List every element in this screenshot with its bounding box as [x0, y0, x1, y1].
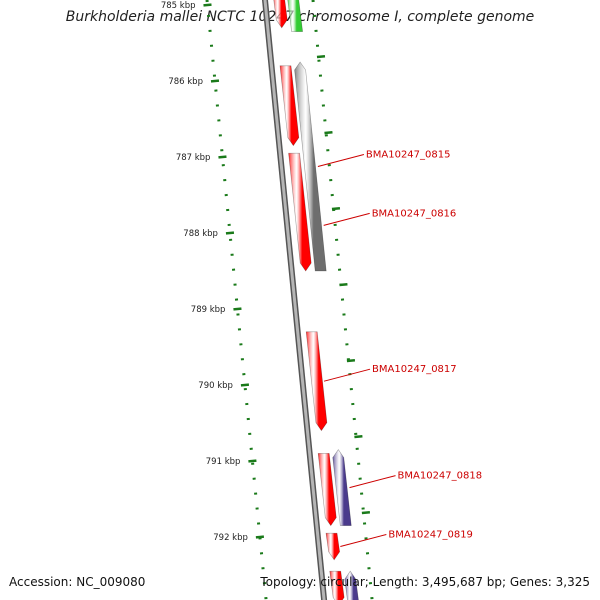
tick-mark: [218, 155, 227, 159]
inner-tick-dots: [205, 0, 268, 600]
tick-mark: [233, 307, 242, 311]
outer-tick-mark: [346, 358, 356, 363]
tick-label: 785 kbp: [161, 1, 196, 11]
tick-label: 789 kbp: [191, 305, 226, 315]
ticks-layer: 785 kbp 786 kbp 787 kbp 788 kbp 789 kbp 790 k…: [161, 1, 371, 543]
tick-label: 791 kbp: [206, 457, 241, 467]
gene-label[interactable]: BMA10247_0817: [372, 364, 457, 375]
tick-label: 786 kbp: [168, 77, 203, 87]
forward-cds-arrow[interactable]: [305, 331, 328, 432]
outer-tick-mark: [316, 54, 326, 59]
topology-summary: Topology: circular; Length: 3,495,687 bp…: [260, 575, 590, 589]
backbone-layer: [261, 0, 328, 600]
tick-label: 792 kbp: [213, 533, 248, 543]
gene-label[interactable]: BMA10247_0818: [398, 471, 483, 482]
label-leader-line: [323, 368, 371, 382]
tick-label: 788 kbp: [183, 229, 218, 239]
reverse-gene-arrow[interactable]: [332, 449, 352, 526]
backbone-line: [263, 0, 326, 600]
tick-mark: [210, 79, 220, 83]
tick-dots-layer: [205, 0, 374, 600]
forward-cds-arrow[interactable]: [272, 0, 288, 29]
forward-cds-arrow[interactable]: [329, 570, 345, 600]
label-leader-line: [317, 154, 365, 167]
gene-label[interactable]: BMA10247_0816: [372, 208, 457, 219]
tick-mark: [225, 231, 235, 235]
forward-cds-arrow[interactable]: [325, 532, 340, 561]
tick-mark: [248, 459, 257, 463]
outer-tick-mark: [324, 130, 333, 135]
forward-cds-arrow[interactable]: [317, 453, 337, 527]
tick-mark: [255, 535, 265, 539]
outer-tick-mark: [354, 434, 363, 439]
gene-labels-layer: BMA10247_0815 BMA10247_0816 BMA10247_0817 B…: [317, 150, 483, 547]
outer-tick-mark: [331, 206, 341, 211]
features-layer: [272, 0, 359, 600]
tick-mark: [240, 383, 250, 387]
forward-cds-arrow[interactable]: [288, 152, 312, 272]
tick-mark: [203, 3, 212, 7]
accession-text: Accession: NC_009080: [9, 575, 146, 589]
forward-cds-arrow[interactable]: [279, 65, 300, 147]
tick-label: 787 kbp: [176, 153, 211, 163]
reverse-gene-arrow[interactable]: [287, 0, 303, 32]
label-leader-line: [349, 475, 396, 489]
outer-tick-dots: [311, 0, 374, 600]
tick-label: 790 kbp: [198, 381, 233, 391]
gene-label[interactable]: BMA10247_0815: [366, 150, 451, 161]
label-leader-line: [323, 212, 370, 226]
reverse-gene-arrow[interactable]: [294, 61, 327, 272]
label-leader-line: [340, 534, 387, 547]
reverse-gene-arrow[interactable]: [344, 570, 359, 600]
gene-label[interactable]: BMA10247_0819: [388, 530, 473, 541]
outer-tick-mark: [339, 282, 348, 287]
outer-tick-mark: [361, 510, 371, 515]
